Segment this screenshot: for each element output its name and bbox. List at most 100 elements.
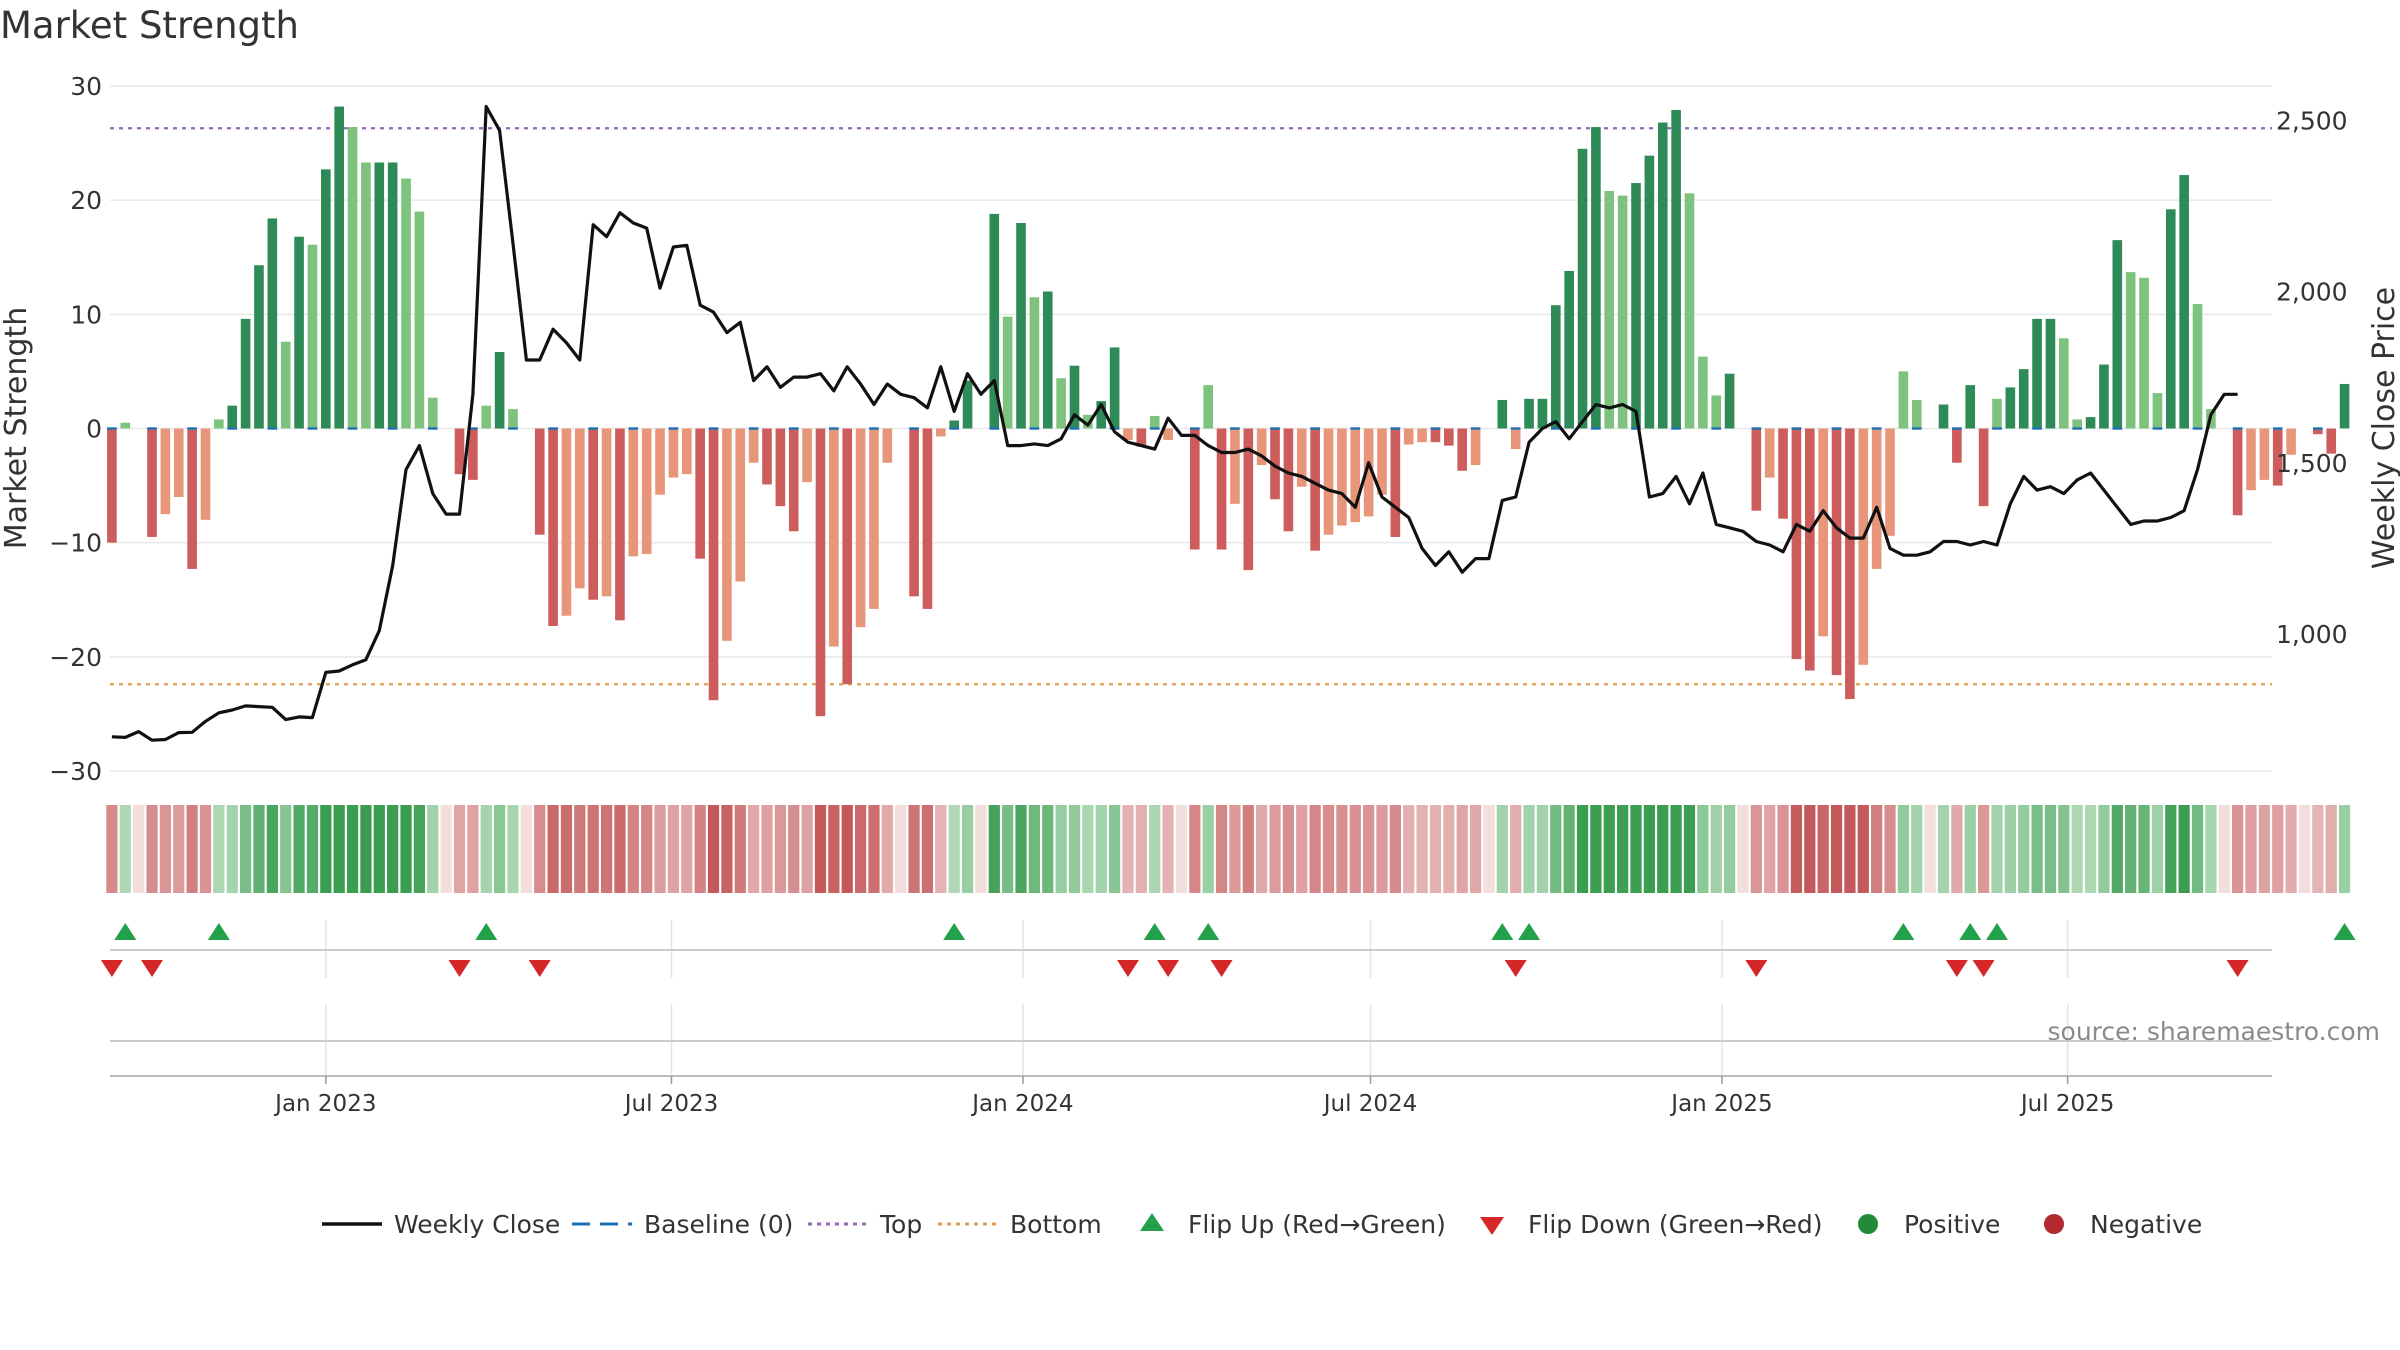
heat-cell: [1363, 805, 1375, 893]
heat-cell: [2232, 805, 2244, 893]
strength-bar: [1083, 414, 1093, 429]
heat-cell: [1657, 805, 1669, 893]
flip-up-marker: [943, 923, 966, 940]
heat-cell: [1389, 805, 1401, 893]
heat-cell: [1697, 805, 1709, 893]
strength-bar: [722, 428, 732, 641]
heat-cell: [1456, 805, 1468, 893]
strength-bar: [1243, 428, 1254, 571]
strength-bar: [2272, 428, 2283, 486]
strength-bar: [1751, 428, 1762, 511]
y-tick-label: 20: [70, 186, 102, 215]
heat-cell: [1710, 805, 1722, 893]
chart-title: Market Strength: [0, 4, 299, 47]
heat-cell: [1215, 805, 1228, 893]
heat-cell: [266, 805, 278, 893]
strength-bar: [708, 428, 719, 701]
heat-cell: [1871, 805, 1883, 893]
y2-tick-label: 2,500: [2276, 106, 2348, 135]
strength-bar: [214, 419, 224, 429]
strength-bar: [1537, 398, 1548, 429]
heat-cell: [133, 805, 145, 893]
heat-cell: [480, 805, 492, 893]
heat-cell: [641, 805, 653, 893]
strength-bar: [2005, 387, 2016, 429]
y2-tick-label: 2,000: [2276, 278, 2348, 307]
strength-bar: [2152, 393, 2163, 429]
heat-cell: [1282, 805, 1295, 893]
strength-bar: [655, 428, 665, 495]
strength-bar: [1791, 428, 1802, 660]
strength-bar: [1470, 428, 1481, 466]
reference-lines: [110, 127, 2272, 686]
legend-item: Baseline (0): [572, 1210, 793, 1239]
strength-bar: [1497, 399, 1508, 429]
strength-bar: [802, 428, 812, 483]
flip-down-marker: [528, 960, 551, 977]
strength-bar: [2059, 338, 2069, 429]
strength-bar: [1123, 428, 1133, 440]
strength-bar: [1323, 428, 1334, 535]
strength-bar: [1283, 428, 1294, 532]
heat-cell: [828, 805, 840, 893]
strength-bar: [494, 352, 505, 429]
strength-bar: [909, 428, 919, 597]
strength-bar: [1056, 378, 1066, 429]
heat-cell: [788, 805, 800, 893]
strength-bar: [1310, 428, 1320, 551]
heat-cell: [1670, 805, 1682, 893]
strength-bar: [468, 428, 478, 480]
heat-cell: [574, 805, 586, 893]
heat-cell: [453, 805, 466, 893]
flip-up-marker: [475, 923, 498, 940]
left-axis-title: Market Strength: [0, 307, 34, 549]
heat-cell: [841, 805, 853, 893]
heat-cell: [654, 805, 666, 893]
heat-cell: [1603, 805, 1615, 893]
heat-cell: [1777, 805, 1789, 893]
flip-down-marker: [1210, 960, 1233, 977]
legend-item: Negative: [2044, 1210, 2202, 1239]
heat-cell: [2218, 805, 2230, 893]
heat-cell: [1108, 805, 1121, 893]
right-axis-ticks: 2,500 2,000 1,500 1,000: [2276, 106, 2348, 649]
heat-cell: [146, 805, 158, 893]
heat-cell: [587, 805, 599, 893]
heat-cell: [1068, 805, 1081, 893]
strength-bar: [1550, 305, 1561, 429]
strength-bar: [681, 428, 692, 475]
flip-markers: [100, 923, 2356, 977]
strength-bar: [2032, 318, 2042, 429]
y-tick-label: −10: [49, 529, 102, 558]
strength-bar: [1069, 365, 1080, 429]
flip-down-marker: [448, 960, 471, 977]
heat-cell: [961, 805, 974, 893]
heat-cell: [159, 805, 172, 893]
heat-cell: [694, 805, 706, 893]
heat-cell: [413, 805, 426, 893]
strength-bar: [200, 428, 211, 520]
legend-swatch-dot: [1858, 1214, 1878, 1234]
strength-bar: [588, 428, 599, 600]
strength-bar: [2045, 318, 2056, 429]
heat-cell: [948, 805, 960, 893]
strength-bar: [1885, 428, 1895, 536]
strength-bar: [1818, 428, 1828, 637]
heat-cell: [1256, 805, 1268, 893]
heat-cell: [333, 805, 345, 893]
flip-up-marker: [2333, 923, 2356, 940]
strength-bar: [1016, 223, 1026, 429]
legend-label: Flip Up (Red→Green): [1188, 1210, 1446, 1239]
flip-down-marker: [1745, 960, 1768, 977]
strength-bar: [1992, 398, 2002, 429]
strength-bar: [1203, 385, 1214, 429]
strength-bar: [922, 428, 933, 609]
heat-cell: [1723, 805, 1736, 893]
strength-bar: [615, 428, 625, 621]
heat-cell: [173, 805, 185, 893]
strength-bar: [1337, 428, 1347, 526]
flip-down-marker: [1972, 960, 1995, 977]
heat-cell: [1951, 805, 1963, 893]
heat-cell: [2125, 805, 2137, 893]
heat-cell: [1189, 805, 1201, 893]
